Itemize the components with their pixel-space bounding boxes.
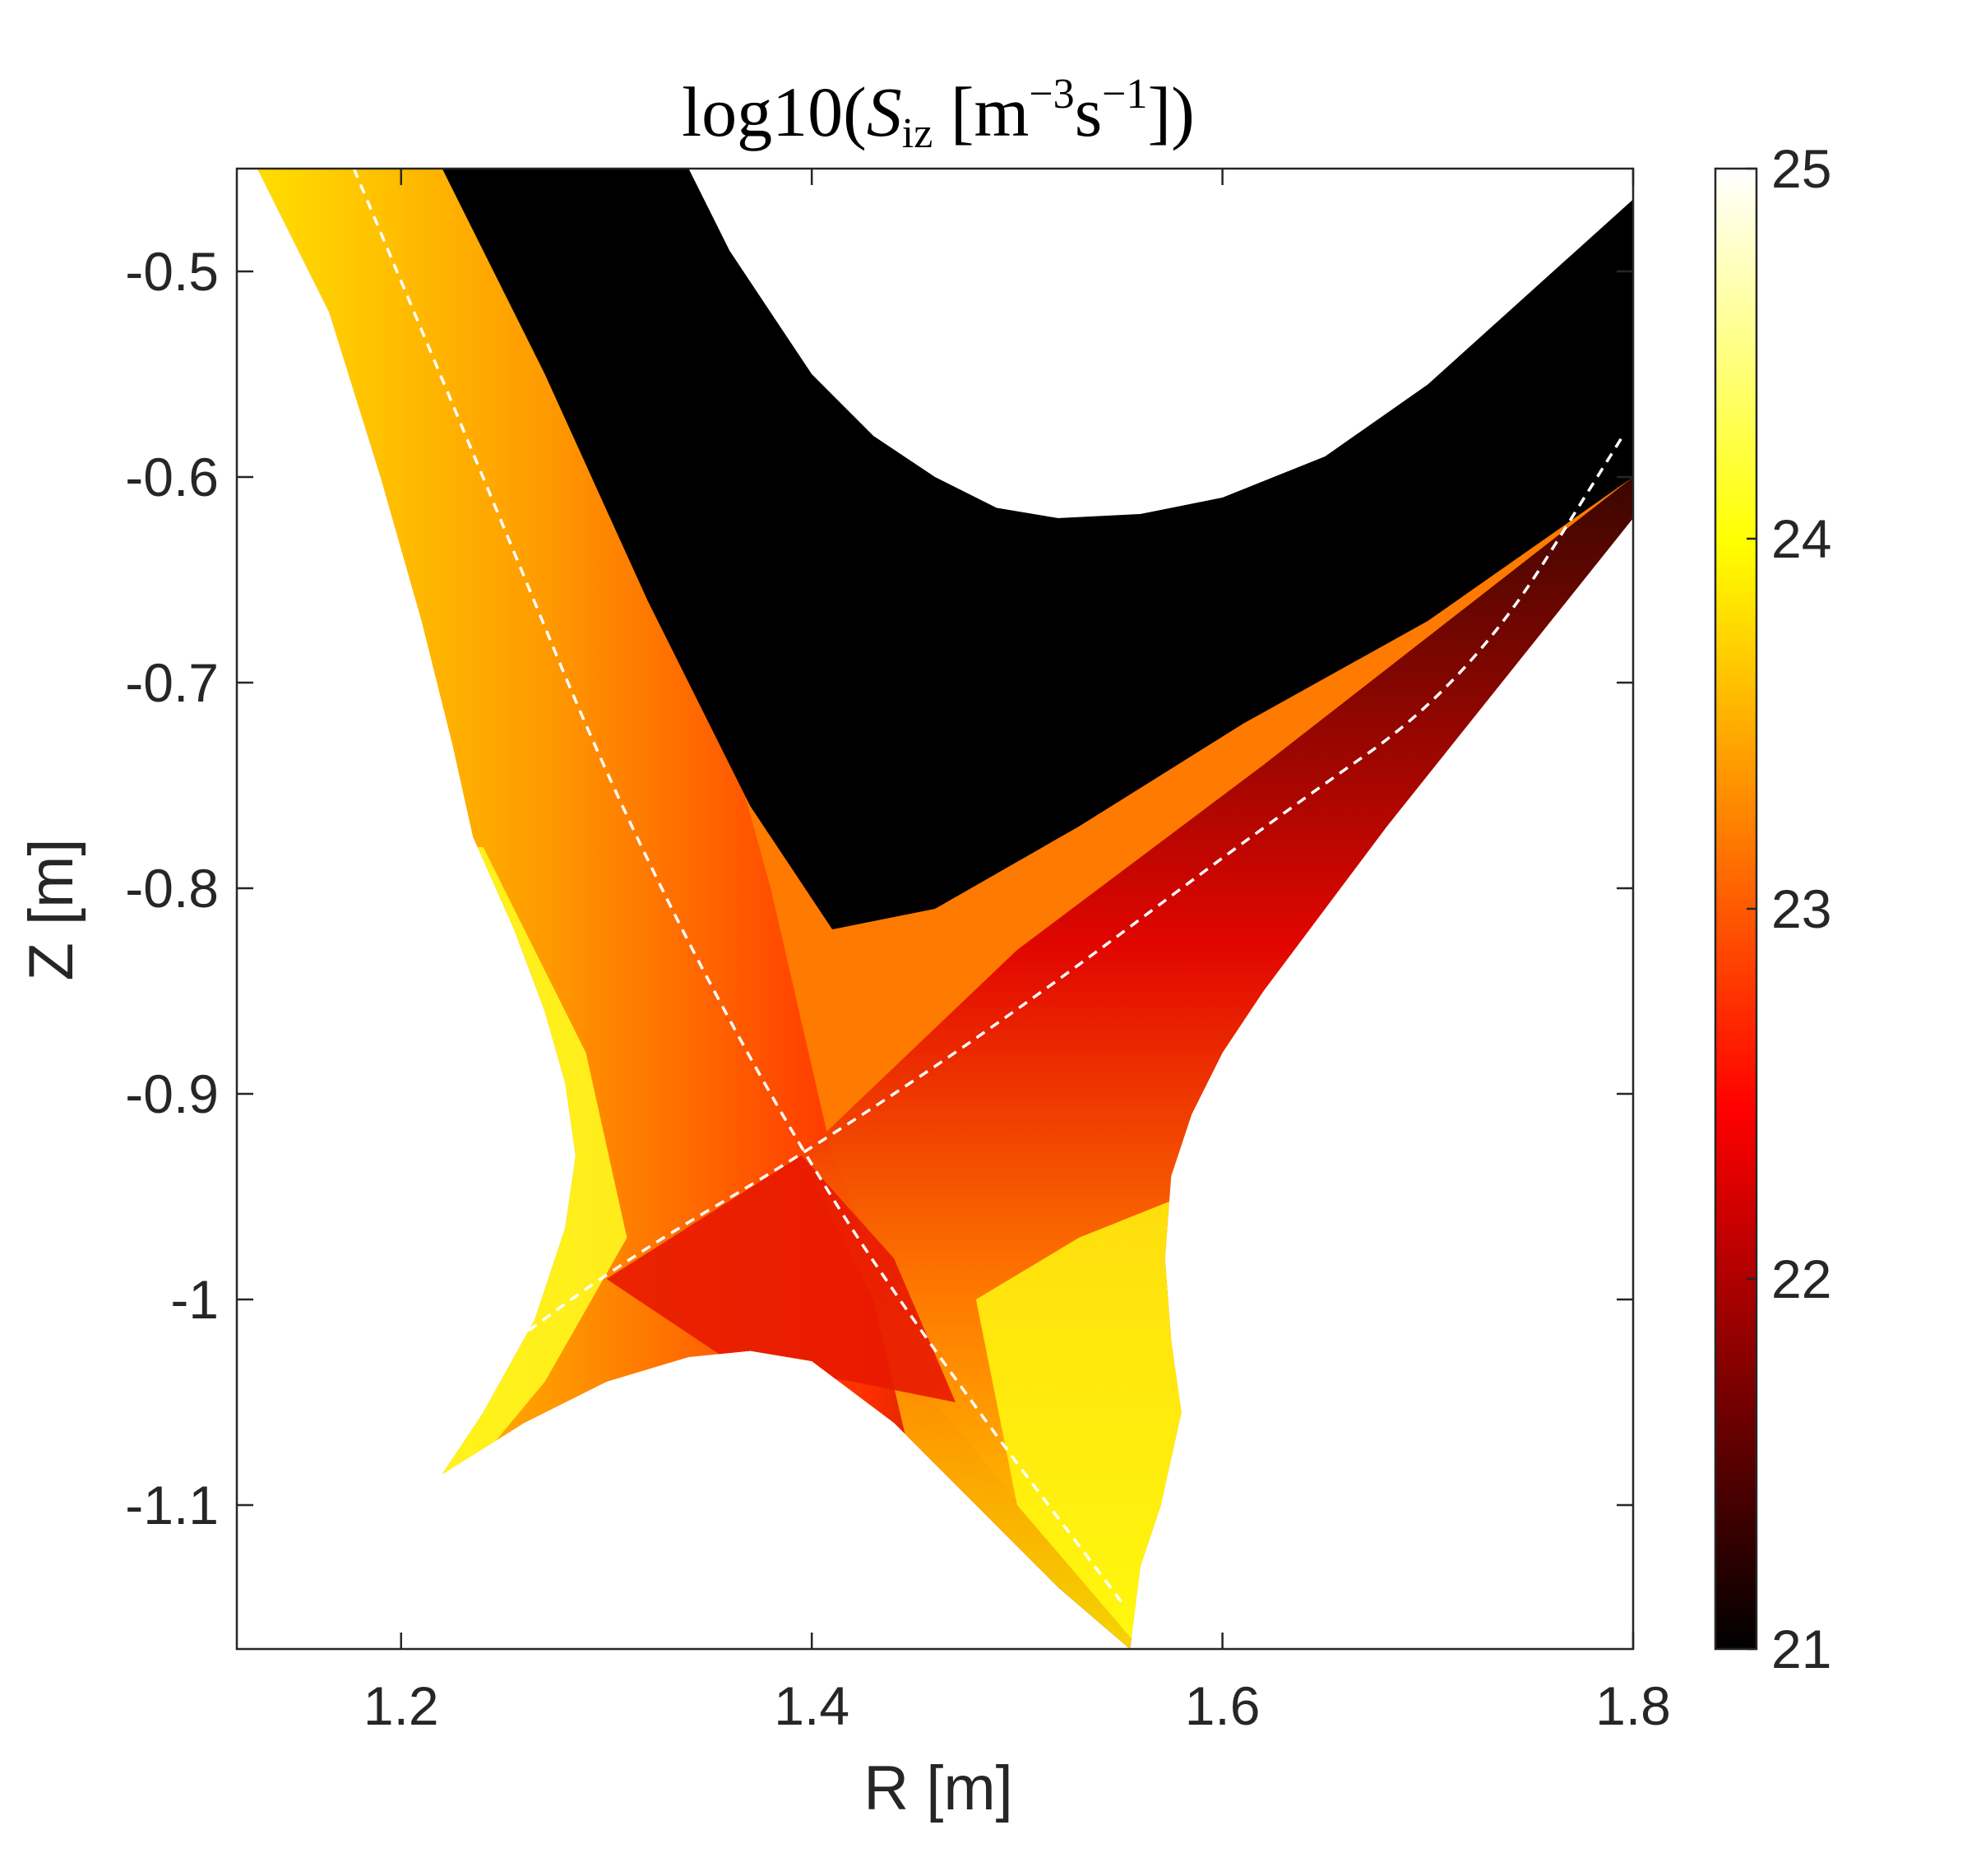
axes-box xyxy=(235,167,1635,1651)
colorbar-ticks: 21 22 23 24 25 xyxy=(1747,138,1831,1679)
y-tick-label: -1 xyxy=(170,1269,219,1330)
colorbar-tick-label: 21 xyxy=(1771,1619,1831,1679)
colorbar-tick-label: 23 xyxy=(1771,878,1831,939)
y-tick-label: -0.5 xyxy=(125,241,219,302)
colorbar-tick-label: 25 xyxy=(1771,138,1831,199)
x-tick-label: 1.4 xyxy=(774,1675,849,1736)
y-tick-label: -0.7 xyxy=(125,652,219,713)
x-tick-label: 1.2 xyxy=(363,1675,439,1736)
plot-area: 1.2 1.4 1.6 1.8 -0.5 -0.6 -0.7 -0.8 -0.9 -1 -1.1 xyxy=(125,167,1671,1736)
y-tick-label: -0.6 xyxy=(125,447,219,507)
colorbar: 21 22 23 24 25 xyxy=(1714,138,1831,1679)
x-axis-ticks: 1.2 1.4 1.6 1.8 xyxy=(363,169,1671,1736)
chart-title: log10(Siz [m−3s−1]) xyxy=(682,71,1195,157)
y-tick-label: -0.9 xyxy=(125,1063,219,1124)
y-axis-label: Z [m] xyxy=(16,838,86,980)
y-tick-label: -0.8 xyxy=(125,858,219,919)
heatmap-private-flux-region xyxy=(606,1156,956,1402)
x-tick-label: 1.8 xyxy=(1595,1675,1671,1736)
separatrix xyxy=(352,169,1624,1610)
colorbar-tick-label: 24 xyxy=(1771,508,1831,569)
x-axis-label: R [m] xyxy=(863,1753,1013,1823)
separatrix-leg-1 xyxy=(352,169,1127,1610)
y-axis-ticks: -0.5 -0.6 -0.7 -0.8 -0.9 -1 -1.1 xyxy=(125,241,1633,1536)
ionization-source-heatmap xyxy=(257,169,1633,1649)
x-tick-label: 1.6 xyxy=(1185,1675,1261,1736)
separatrix-leg-2 xyxy=(472,435,1624,1373)
colorbar-tick-label: 22 xyxy=(1771,1248,1831,1309)
y-tick-label: -1.1 xyxy=(125,1475,219,1536)
